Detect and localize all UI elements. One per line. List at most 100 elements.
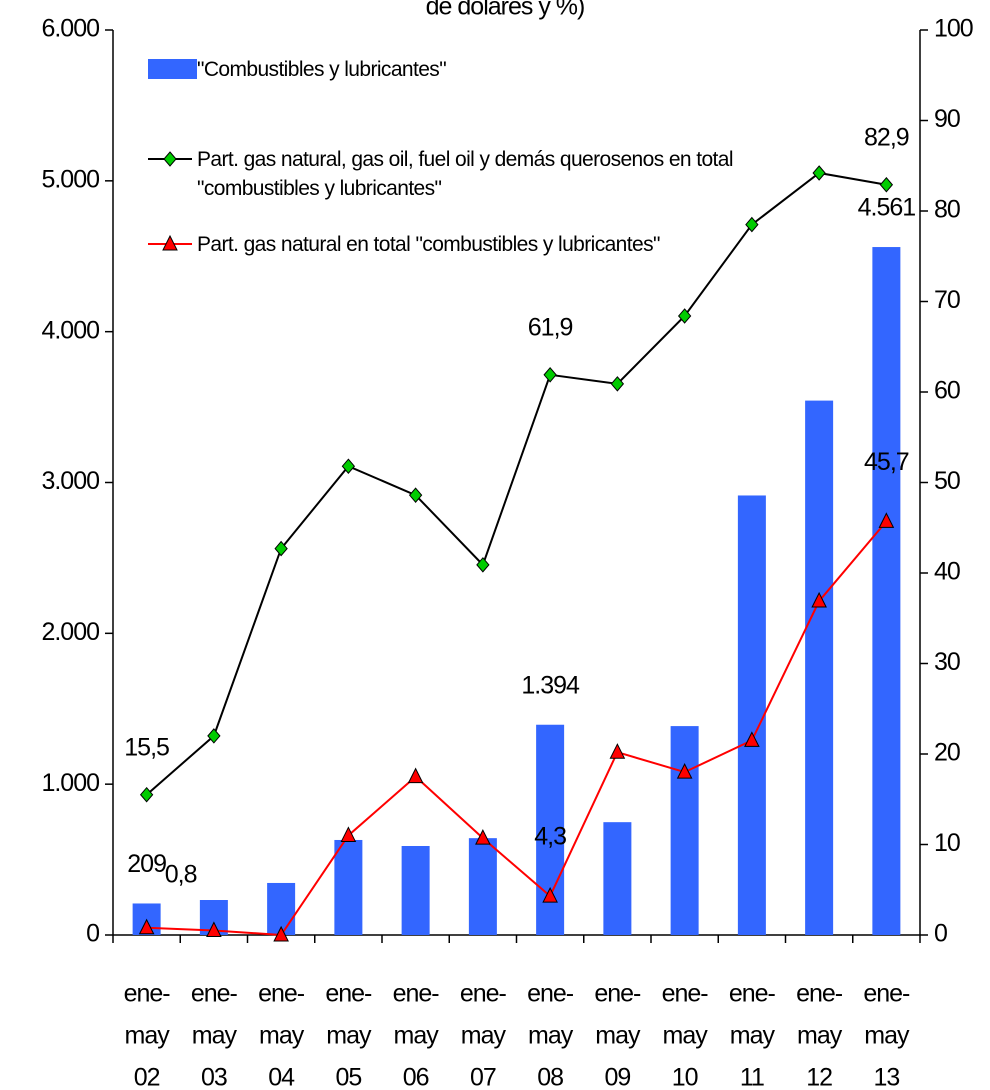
point [811, 591, 827, 608]
x-tick-label: ene- [729, 980, 776, 1008]
y-tick-label: 4.000 [41, 316, 99, 344]
x-tick-label: 02 [134, 1064, 160, 1090]
point [206, 921, 222, 937]
y-tick-label: 1.000 [41, 769, 99, 797]
y-tick-label: 3.000 [41, 467, 99, 495]
x-tick-label: ene- [460, 980, 507, 1008]
x-tick-label: may [326, 1022, 372, 1050]
bar [737, 495, 766, 935]
y-tick-label: 6.000 [41, 15, 99, 43]
y2-tick-label: 50 [934, 467, 960, 495]
x-tick-label: may [528, 1022, 574, 1050]
y2-tick-label: 60 [934, 377, 960, 405]
bar [872, 247, 901, 935]
line [146, 520, 888, 937]
point [341, 458, 356, 474]
y2-tick-label: 90 [934, 105, 960, 133]
x-tick-label: ene- [325, 980, 372, 1008]
point [677, 308, 692, 324]
x-tick-label: may [461, 1022, 507, 1050]
y2-tick-label: 40 [934, 558, 960, 586]
x-tick-label: 09 [604, 1064, 630, 1090]
x-tick-label: 10 [672, 1064, 698, 1090]
y2-tick-label: 100 [934, 15, 973, 43]
x-tick-label: may [663, 1022, 709, 1050]
bar [670, 726, 699, 935]
y2-tick-label: 70 [934, 286, 960, 314]
x-tick-label: may [125, 1022, 171, 1050]
x-tick-label: 05 [335, 1064, 361, 1090]
line [145, 171, 887, 796]
y2-tick-label: 80 [934, 196, 960, 224]
y2-tick-label: 30 [934, 648, 960, 676]
point-value-label: 0,8 [165, 860, 197, 888]
point [139, 786, 154, 803]
point [744, 731, 760, 747]
bar-value-label: 209 [127, 850, 166, 878]
x-tick-label: ene- [124, 980, 171, 1008]
bar [805, 400, 834, 935]
x-tick-label: ene- [594, 980, 641, 1008]
x-tick-label: ene- [191, 980, 238, 1008]
x-tick-label: 03 [201, 1064, 227, 1090]
point [408, 487, 423, 503]
point [812, 165, 826, 181]
point [878, 512, 895, 528]
point [476, 557, 490, 573]
x-tick-label: may [394, 1022, 440, 1050]
point-value-label: 4,3 [534, 823, 566, 851]
point-value-label: 61,9 [528, 313, 573, 341]
x-tick-label: may [730, 1022, 776, 1050]
point [542, 886, 558, 903]
point [879, 176, 894, 193]
x-tick-label: ene- [527, 980, 574, 1008]
x-tick-label: 13 [873, 1064, 899, 1090]
point-value-label: 82,9 [864, 123, 909, 151]
x-tick-label: ene- [393, 980, 440, 1008]
x-tick-label: 06 [403, 1064, 429, 1090]
point [274, 540, 288, 557]
bar [603, 822, 632, 935]
legend-swatch [148, 59, 197, 79]
x-tick-label: may [259, 1022, 305, 1050]
point [610, 376, 625, 392]
point [138, 918, 155, 935]
point [340, 826, 357, 842]
y2-tick-label: 20 [934, 739, 960, 767]
point [745, 216, 759, 233]
x-tick-label: 12 [806, 1064, 832, 1090]
legend-marker [162, 234, 178, 251]
chart-title: de dolares y %) [426, 0, 585, 21]
legend-label: Part. gas natural, gas oil, fuel oil y d… [197, 148, 734, 200]
y2-tick-label: 10 [934, 829, 960, 857]
x-tick-label: ene- [258, 980, 305, 1008]
x-tick-label: ene- [863, 980, 910, 1008]
x-tick-label: ene- [662, 980, 709, 1008]
x-tick-label: may [192, 1022, 238, 1050]
x-tick-label: 11 [740, 1064, 764, 1090]
bar [468, 838, 497, 935]
bar [401, 846, 430, 935]
point [273, 925, 289, 942]
point-value-label: 45,7 [864, 448, 909, 476]
legend-label: "Combustibles y lubricantes" [197, 58, 447, 81]
y-tick-label: 5.000 [41, 165, 99, 193]
y-tick-label: 2.000 [41, 618, 99, 646]
x-tick-label: 07 [470, 1064, 496, 1090]
point [676, 762, 693, 779]
point [543, 367, 557, 383]
y2-tick-label: 0 [934, 920, 947, 948]
x-tick-label: 04 [268, 1064, 295, 1090]
x-tick-label: may [797, 1022, 843, 1050]
point-value-label: 15,5 [124, 733, 169, 761]
point [407, 767, 424, 784]
x-tick-label: may [864, 1022, 910, 1050]
x-tick-label: 08 [537, 1064, 563, 1090]
point [207, 728, 221, 744]
point [609, 743, 626, 759]
y-tick-label: 0 [86, 920, 99, 948]
bar-value-label: 4.561 [858, 194, 916, 222]
point [475, 829, 491, 845]
